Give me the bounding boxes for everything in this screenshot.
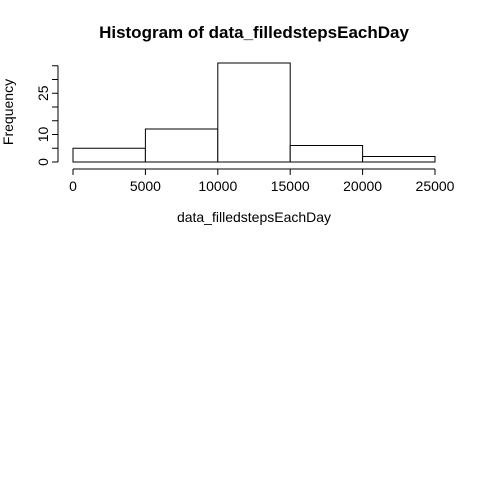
y-tick-label: 0 [35, 158, 51, 166]
y-tick-label: 25 [35, 85, 51, 101]
histogram-bar [73, 148, 145, 162]
x-tick-label: 25000 [416, 178, 455, 194]
histogram-bar [145, 129, 217, 162]
x-tick-label: 5000 [130, 178, 161, 194]
histogram-bar [218, 63, 290, 162]
bars [73, 63, 435, 162]
histogram-bar [290, 146, 362, 163]
x-tick-label: 15000 [271, 178, 310, 194]
x-axis-label: data_filledstepsEachDay [177, 209, 331, 225]
y-axis: 0 10 25 [35, 66, 58, 166]
x-axis: 0 5000 10000 15000 20000 25000 [69, 169, 455, 194]
x-tick-label: 0 [69, 178, 77, 194]
chart-title: Histogram of data_filledstepsEachDay [99, 23, 409, 42]
y-axis-label: Frequency [0, 79, 16, 145]
x-tick-label: 10000 [198, 178, 237, 194]
histogram-bar [363, 157, 435, 163]
x-tick-label: 20000 [343, 178, 382, 194]
y-tick-label: 10 [35, 127, 51, 143]
